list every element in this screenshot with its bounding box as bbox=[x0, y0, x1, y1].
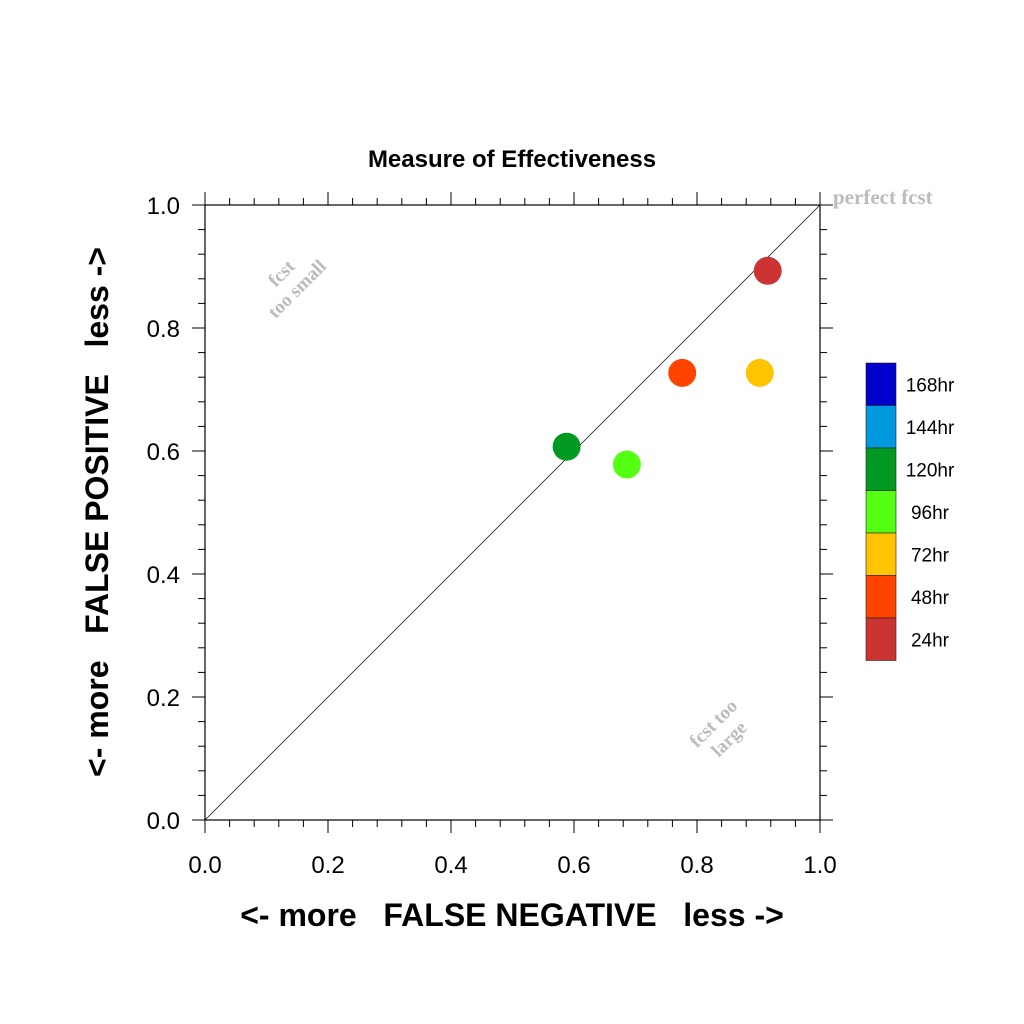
legend-swatch-48hr bbox=[865, 575, 897, 619]
x-tick-label: 0.0 bbox=[188, 852, 221, 879]
y-tick-label: 0.0 bbox=[147, 808, 180, 835]
y-tick-label: 0.6 bbox=[147, 439, 180, 466]
legend-swatch-168hr bbox=[865, 362, 897, 406]
data-points bbox=[552, 256, 782, 479]
y-tick-label: 0.8 bbox=[147, 316, 180, 343]
legend-label-72hr: 72hr bbox=[911, 545, 950, 566]
legend-label-24hr: 24hr bbox=[911, 630, 950, 651]
point-120hr bbox=[552, 432, 581, 461]
y-tick-label: 1.0 bbox=[147, 193, 180, 220]
y-axis-label: <- more FALSE POSITIVE less -> bbox=[79, 247, 115, 777]
annotation-too-small: fcst too small bbox=[264, 256, 331, 323]
legend-swatch-120hr bbox=[865, 447, 897, 491]
x-tick-label: 0.2 bbox=[311, 852, 344, 879]
legend-label-48hr: 48hr bbox=[911, 588, 950, 609]
perfect-forecast-line bbox=[204, 204, 821, 821]
annotation-perfect-fcst: perfect fcst bbox=[833, 185, 933, 209]
y-tick-label: 0.4 bbox=[147, 562, 180, 589]
legend-swatch-144hr bbox=[865, 405, 897, 449]
point-72hr bbox=[745, 358, 774, 387]
point-24hr bbox=[753, 256, 782, 285]
plot-area: 0.0 0.2 0.4 0.6 0.8 1.0 0.0 0.2 0.4 0.6 0.8 1.0 bbox=[147, 192, 837, 879]
legend-label-120hr: 120hr bbox=[906, 460, 955, 481]
legend-swatch-72hr bbox=[865, 532, 897, 576]
legend-label-96hr: 96hr bbox=[911, 503, 950, 524]
legend-swatch-96hr bbox=[865, 490, 897, 534]
legend-swatch-24hr bbox=[865, 617, 897, 661]
legend-label-168hr: 168hr bbox=[906, 375, 955, 396]
point-96hr bbox=[612, 450, 641, 479]
chart-title: Measure of Effectiveness bbox=[368, 146, 656, 173]
x-tick-label: 0.4 bbox=[434, 852, 467, 879]
y-tick-label: 0.2 bbox=[147, 685, 180, 712]
plot-frame bbox=[204, 204, 821, 821]
point-48hr bbox=[668, 358, 697, 387]
annotation-too-large: fcst too large bbox=[686, 696, 752, 762]
x-tick-label: 1.0 bbox=[803, 852, 836, 879]
x-tick-label: 0.6 bbox=[557, 852, 590, 879]
legend: 168hr 144hr 120hr 96hr 72hr 48hr 24hr bbox=[865, 362, 955, 661]
legend-label-144hr: 144hr bbox=[906, 418, 955, 439]
x-tick-label: 0.8 bbox=[680, 852, 713, 879]
axis-ticks: 0.0 0.2 0.4 0.6 0.8 1.0 0.0 0.2 0.4 0.6 0.8 1.0 bbox=[147, 192, 837, 879]
x-axis-label: <- more FALSE NEGATIVE less -> bbox=[240, 897, 784, 933]
